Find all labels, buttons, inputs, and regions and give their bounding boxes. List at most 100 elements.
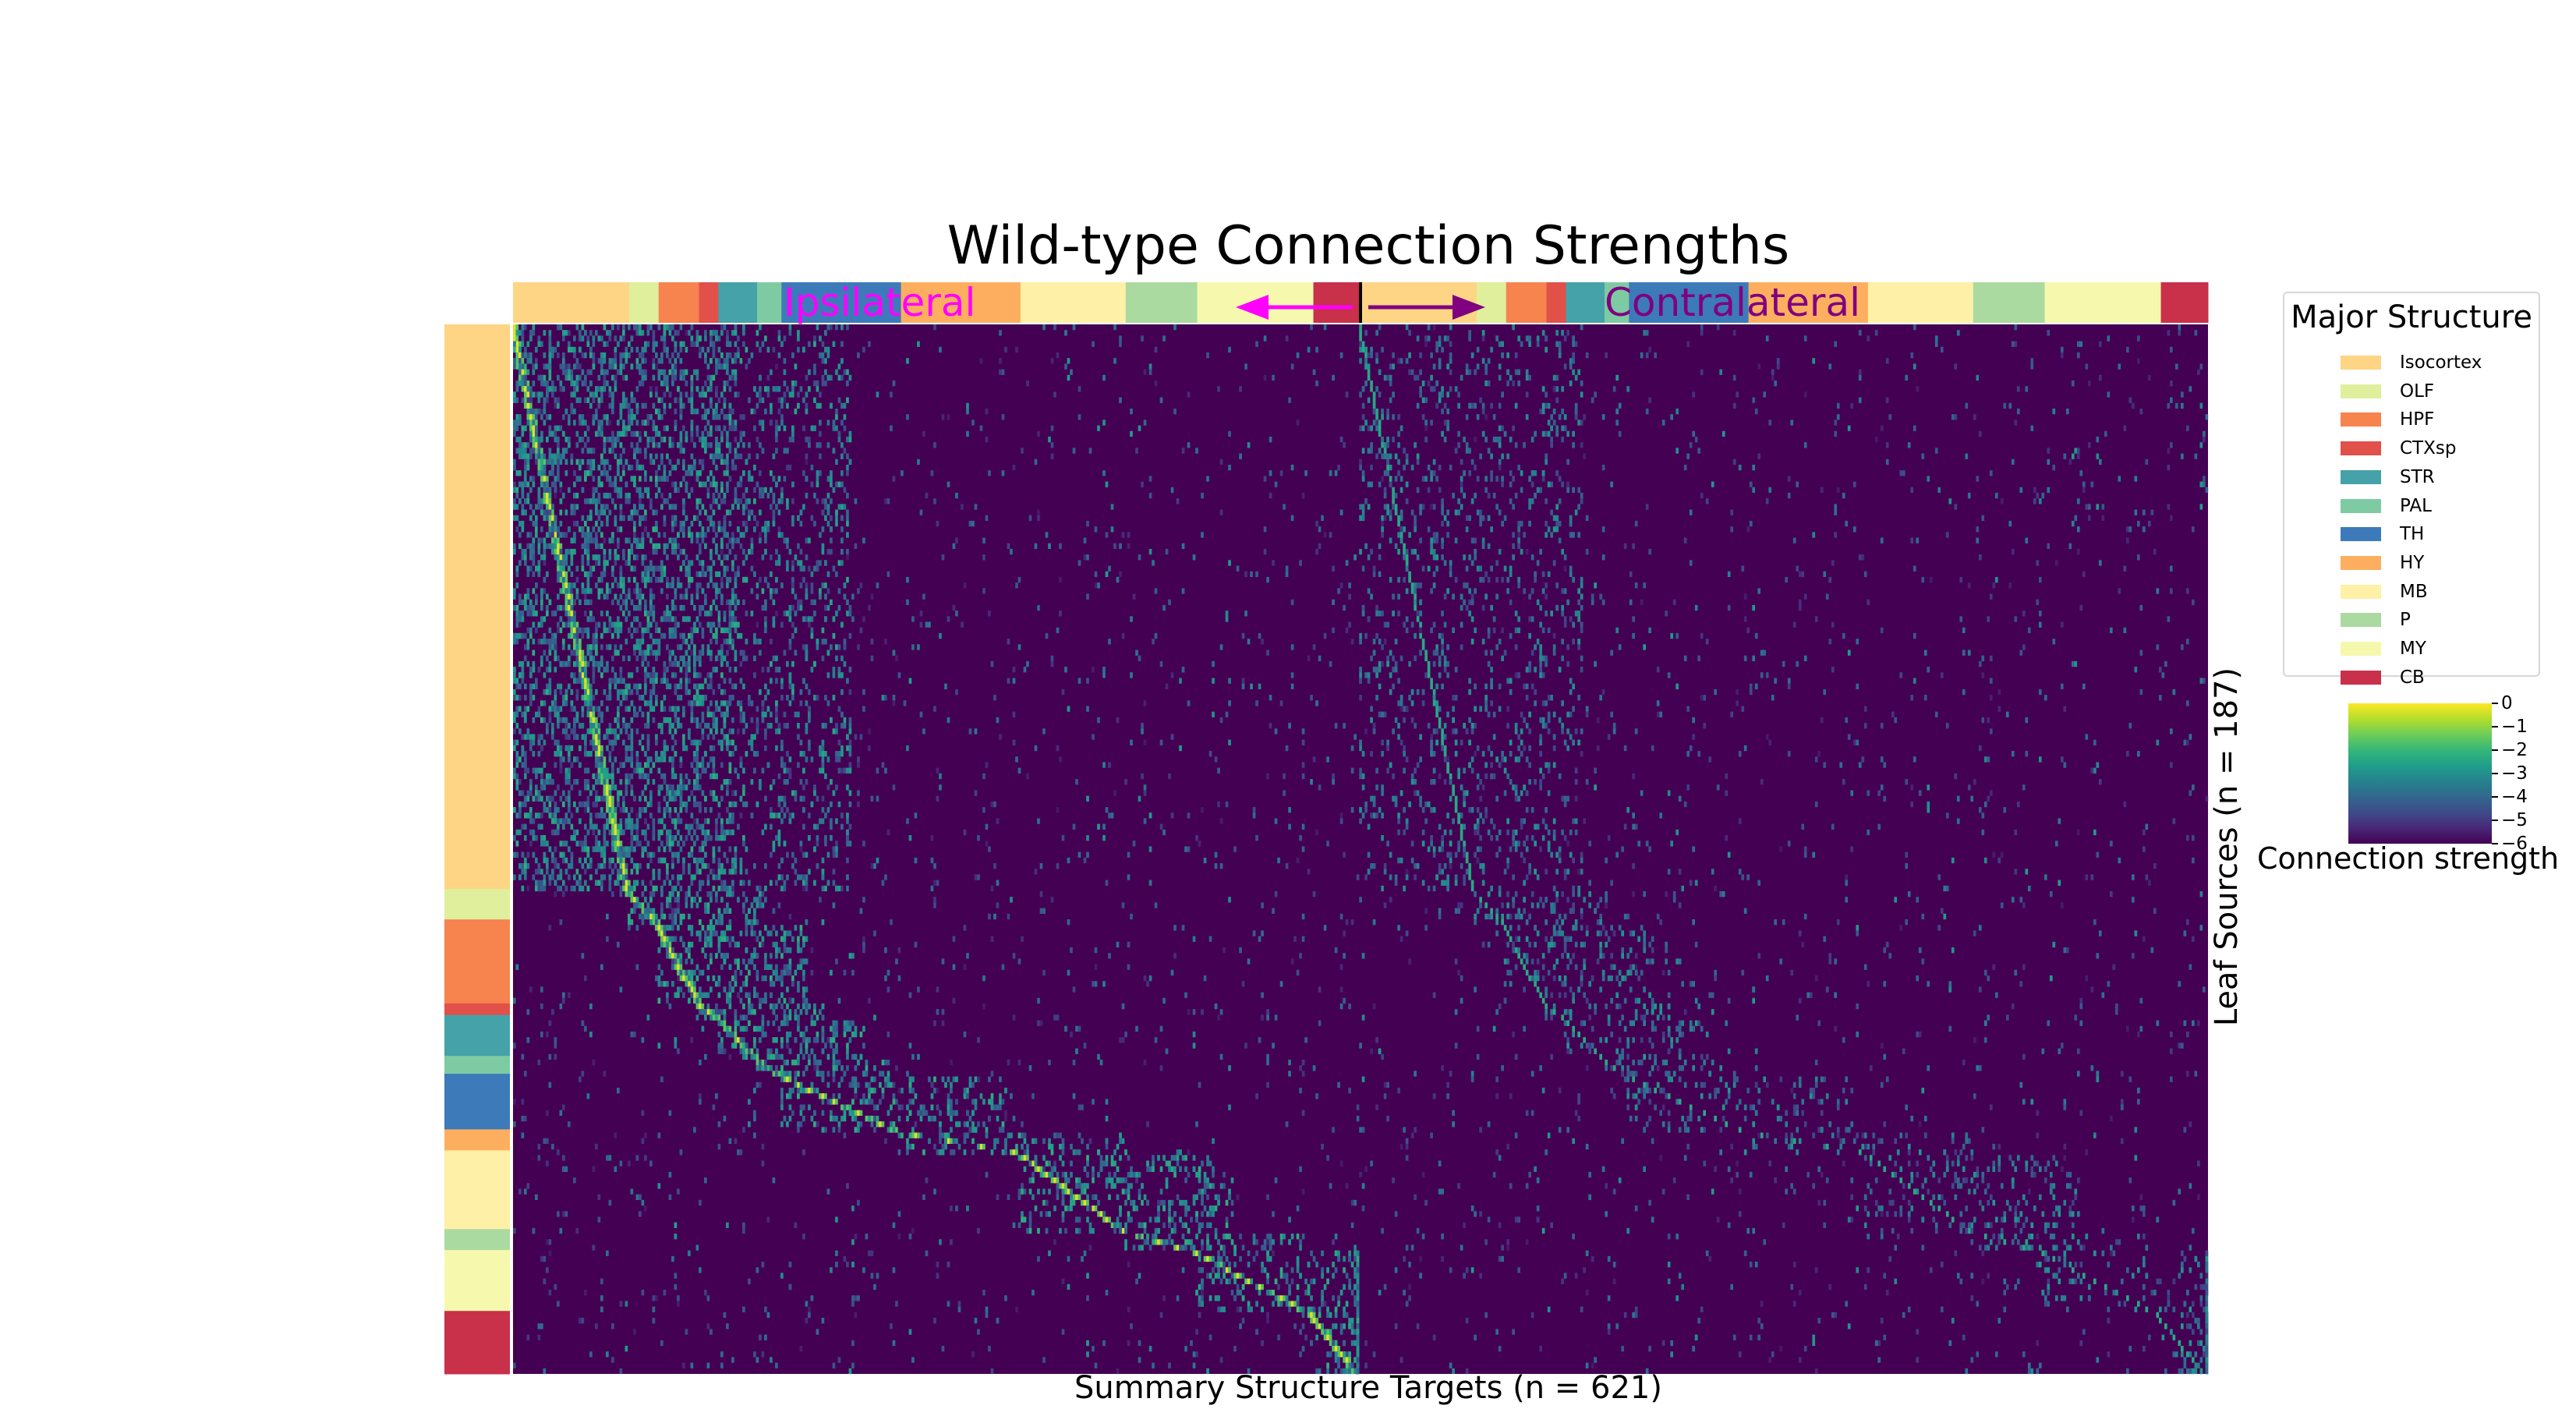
heatmap-cell bbox=[589, 458, 593, 466]
heatmap-cell bbox=[1438, 363, 1442, 370]
heatmap-cell bbox=[851, 593, 855, 600]
heatmap-cell bbox=[1367, 672, 1371, 678]
heatmap-cell bbox=[579, 655, 582, 662]
heatmap-cell bbox=[1754, 632, 1758, 639]
heatmap-cell bbox=[979, 425, 983, 431]
heatmap-cell bbox=[614, 476, 617, 482]
heatmap-cell bbox=[2158, 667, 2162, 673]
heatmap-cell bbox=[819, 442, 822, 448]
heatmap-cell bbox=[540, 436, 543, 443]
heatmap-cell bbox=[1913, 565, 1916, 572]
heatmap-cell bbox=[1399, 655, 1403, 662]
heatmap-cell bbox=[701, 464, 705, 471]
heatmap-cell bbox=[1498, 464, 1502, 471]
heatmap-cell bbox=[685, 593, 688, 600]
heatmap-cell bbox=[1547, 402, 1551, 409]
heatmap-cell bbox=[586, 386, 590, 392]
heatmap-cell bbox=[1367, 448, 1371, 454]
heatmap-cell bbox=[1424, 655, 1428, 662]
heatmap-cell bbox=[846, 532, 849, 538]
heatmap-cell bbox=[1372, 565, 1376, 572]
heatmap-cell bbox=[515, 448, 519, 454]
heatmap-cell bbox=[1632, 616, 1636, 622]
heatmap-cell bbox=[1738, 464, 1742, 471]
heatmap-cell bbox=[745, 655, 748, 662]
heatmap-cell bbox=[557, 436, 560, 443]
heatmap-cell bbox=[606, 593, 609, 600]
heatmap-cell bbox=[1834, 341, 1838, 347]
heatmap-cell bbox=[1427, 464, 1431, 471]
heatmap-cell bbox=[622, 335, 625, 342]
heatmap-cell bbox=[2033, 487, 2036, 494]
heatmap-cell bbox=[1994, 576, 1998, 583]
heatmap-cell bbox=[742, 341, 745, 347]
heatmap-cell bbox=[641, 464, 645, 471]
heatmap-cell bbox=[513, 391, 516, 398]
heatmap-cell bbox=[668, 616, 672, 622]
heatmap-cell bbox=[2167, 464, 2171, 471]
heatmap-cell bbox=[2063, 453, 2067, 459]
heatmap-cell bbox=[2071, 453, 2075, 459]
heatmap-cell bbox=[709, 576, 713, 583]
heatmap-cell bbox=[777, 554, 781, 561]
heatmap-cell bbox=[1951, 414, 1955, 420]
heatmap-cell bbox=[821, 543, 825, 550]
heatmap-cell bbox=[671, 515, 674, 522]
heatmap-cell bbox=[783, 380, 787, 387]
heatmap-cell bbox=[521, 430, 525, 437]
heatmap-cell bbox=[1498, 458, 1502, 466]
heatmap-cell bbox=[546, 492, 549, 499]
heatmap-cell bbox=[575, 593, 579, 600]
heatmap-cell bbox=[1670, 632, 1674, 639]
heatmap-cell bbox=[671, 374, 674, 381]
heatmap-cell bbox=[704, 593, 707, 600]
heatmap-cell bbox=[755, 341, 759, 347]
heatmap-cell bbox=[2074, 515, 2078, 522]
heatmap-cell bbox=[695, 588, 699, 594]
heatmap-cell bbox=[564, 369, 568, 375]
heatmap-cell bbox=[597, 425, 601, 431]
heatmap-cell bbox=[535, 391, 538, 398]
heatmap-cell bbox=[595, 520, 598, 527]
heatmap-cell bbox=[1378, 554, 1382, 561]
heatmap-cell bbox=[1823, 571, 1827, 578]
heatmap-cell bbox=[1290, 515, 1294, 522]
heatmap-cell bbox=[837, 588, 841, 594]
heatmap-cell bbox=[521, 526, 525, 533]
heatmap-cell bbox=[720, 330, 724, 336]
heatmap-cell bbox=[568, 644, 571, 650]
heatmap-cell bbox=[644, 448, 647, 454]
heatmap-cell bbox=[1173, 408, 1177, 415]
heatmap-cell bbox=[568, 604, 571, 611]
heatmap-cell bbox=[1113, 543, 1116, 550]
heatmap-cell bbox=[1512, 425, 1515, 431]
heatmap-cell bbox=[608, 358, 612, 364]
heatmap-cell bbox=[649, 593, 653, 600]
heatmap-cell bbox=[679, 414, 683, 420]
heatmap-cell bbox=[1534, 571, 1537, 578]
heatmap-cell bbox=[532, 408, 536, 415]
heatmap-cell bbox=[595, 554, 598, 561]
heatmap-cell bbox=[1315, 346, 1318, 353]
heatmap-cell bbox=[1545, 520, 1548, 527]
heatmap-cell bbox=[581, 414, 585, 420]
heatmap-cell bbox=[1981, 515, 1985, 522]
heatmap-cell bbox=[1405, 616, 1409, 622]
heatmap-cell bbox=[1765, 335, 1769, 342]
heatmap-cell bbox=[532, 611, 536, 617]
heatmap-cell bbox=[671, 464, 674, 471]
heatmap-cell bbox=[1561, 425, 1564, 431]
heatmap-cell bbox=[564, 330, 568, 336]
heatmap-cell bbox=[2199, 402, 2203, 409]
heatmap-cell bbox=[529, 352, 533, 359]
heatmap-cell bbox=[1263, 548, 1267, 555]
heatmap-cell bbox=[2203, 476, 2206, 482]
heatmap-cell bbox=[529, 504, 533, 510]
heatmap-cell bbox=[755, 453, 759, 459]
heatmap-cell bbox=[2038, 498, 2042, 504]
heatmap-cell bbox=[586, 425, 590, 431]
heatmap-cell bbox=[570, 554, 574, 561]
heatmap-cell bbox=[655, 430, 658, 437]
heatmap-cell bbox=[532, 448, 536, 454]
heatmap-cell bbox=[693, 442, 696, 448]
